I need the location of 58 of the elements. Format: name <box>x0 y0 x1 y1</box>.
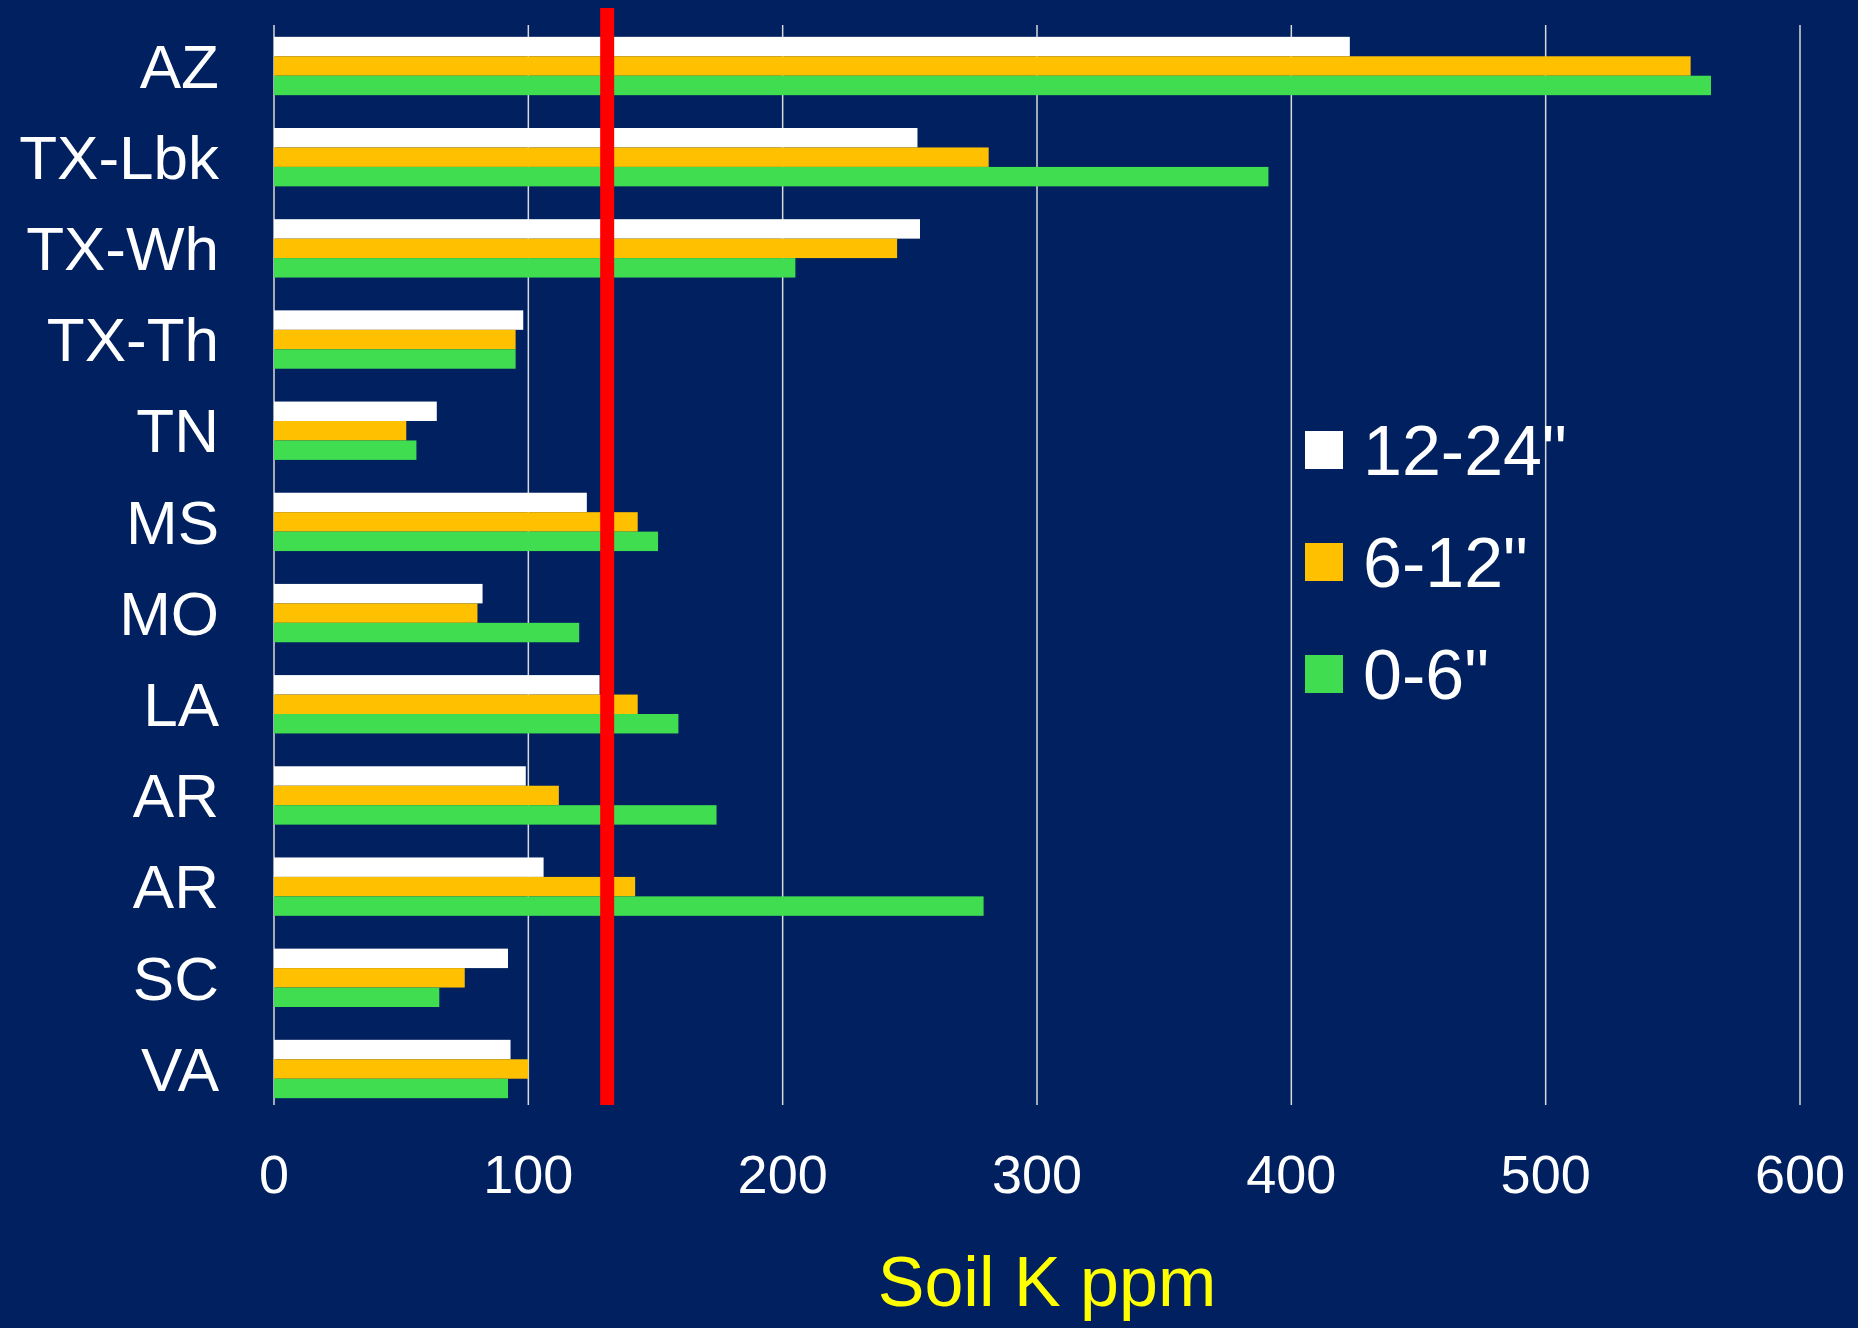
x-tick-label: 400 <box>1246 1144 1337 1204</box>
x-tick-label: 500 <box>1500 1144 1591 1204</box>
bar <box>274 896 984 916</box>
bar <box>274 147 989 167</box>
y-tick-label: SC <box>132 943 219 1013</box>
bar <box>274 75 1711 96</box>
bar <box>274 857 544 877</box>
legend-label: 0-6" <box>1363 635 1490 714</box>
bar <box>274 714 679 734</box>
x-tick-label: 100 <box>483 1144 574 1204</box>
y-tick-label: VA <box>140 1034 220 1104</box>
bar <box>274 531 659 552</box>
x-tick-label: 0 <box>258 1144 290 1204</box>
bar <box>274 166 1269 187</box>
y-tick-label: MS <box>126 487 219 557</box>
bar <box>274 948 508 969</box>
y-tick-label: AR <box>132 761 219 831</box>
bar <box>274 349 516 369</box>
bar <box>274 56 1691 76</box>
bar <box>274 512 638 532</box>
x-tick-label: 200 <box>737 1144 828 1204</box>
bar <box>274 675 600 695</box>
x-tick-label: 600 <box>1754 1144 1846 1204</box>
bar <box>274 622 580 643</box>
bar <box>274 785 559 806</box>
bar <box>274 603 478 623</box>
bar <box>274 968 465 988</box>
y-tick-label: TN <box>136 396 219 466</box>
bar <box>274 766 526 786</box>
bar <box>274 805 717 825</box>
y-tick-label: AZ <box>139 31 219 101</box>
bar <box>274 421 407 441</box>
bar <box>274 219 921 239</box>
y-tick-label: AR <box>132 852 219 922</box>
bar <box>274 1039 511 1060</box>
bar <box>274 36 1350 57</box>
bar <box>274 238 898 259</box>
bar <box>274 440 417 460</box>
bar <box>274 876 636 897</box>
bar <box>274 492 587 513</box>
bar <box>274 1078 508 1099</box>
bar <box>274 987 440 1007</box>
bar <box>274 401 437 421</box>
bar <box>274 310 524 330</box>
bar <box>274 583 483 604</box>
y-tick-label: LA <box>143 669 220 739</box>
x-axis-title: Soil K ppm <box>877 1243 1217 1321</box>
bar <box>274 128 918 148</box>
y-tick-label: TX-Lbk <box>19 122 220 192</box>
y-tick-label: MO <box>119 578 219 648</box>
bar <box>274 258 796 278</box>
bar <box>274 329 516 350</box>
bar <box>274 1059 529 1079</box>
y-tick-label: TX-Th <box>46 305 219 375</box>
bar <box>274 694 638 714</box>
y-tick-label: TX-Wh <box>26 214 219 284</box>
x-tick-label: 300 <box>991 1144 1083 1204</box>
legend-label: 6-12" <box>1363 523 1528 602</box>
